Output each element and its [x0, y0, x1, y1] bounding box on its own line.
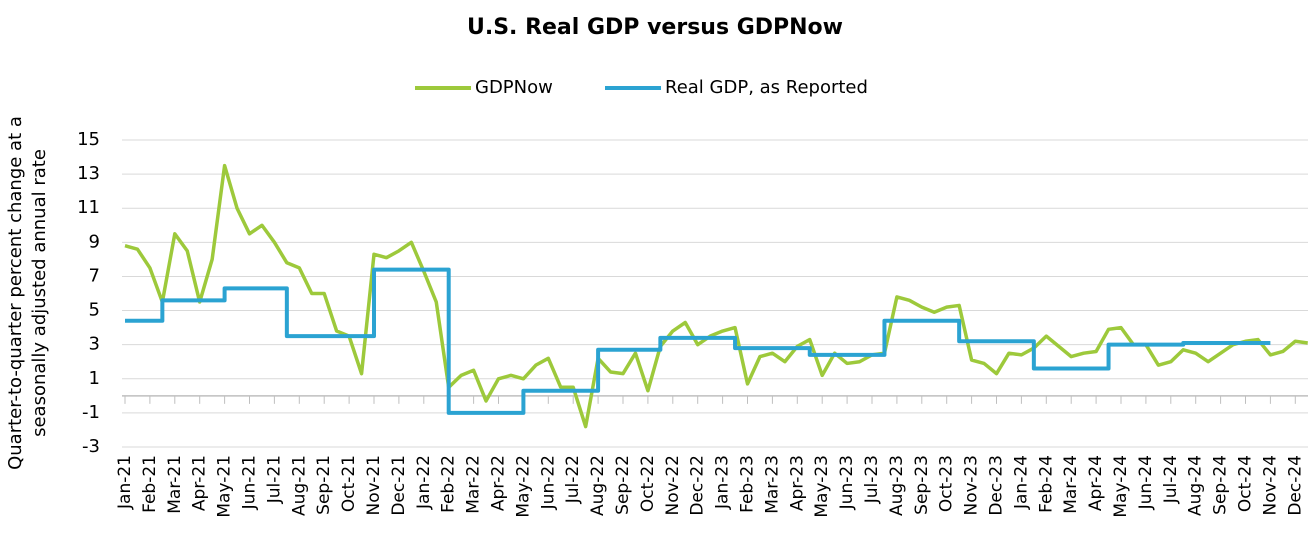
x-tick-label: Nov-23: [962, 455, 982, 516]
x-tick-label: Jan-23: [713, 455, 733, 510]
x-tick-label: Feb-22: [439, 455, 459, 513]
legend-label: GDPNow: [475, 77, 553, 98]
x-tick-label: May-23: [812, 455, 832, 518]
x-tick-label: Feb-21: [140, 455, 160, 513]
x-tick-label: Apr-23: [787, 455, 807, 511]
y-tick-label: 5: [89, 300, 100, 321]
y-tick-label: 1: [89, 368, 100, 389]
x-tick-label: Oct-21: [339, 455, 359, 512]
x-tick-label: Sep-23: [912, 455, 932, 515]
x-tick-label: Aug-24: [1186, 455, 1206, 516]
x-tick-label: Aug-22: [588, 455, 608, 516]
y-tick-label: 11: [77, 197, 100, 218]
x-tick-label: Jul-24: [1161, 455, 1181, 504]
y-tick-label: 9: [89, 231, 100, 252]
x-tick-label: Sep-24: [1211, 455, 1231, 515]
y-tick-label: 3: [89, 334, 100, 355]
legend-label: Real GDP, as Reported: [665, 77, 868, 98]
x-tick-label: May-24: [1111, 455, 1131, 518]
x-tick-label: May-21: [215, 455, 235, 518]
x-tick-label: Mar-21: [165, 455, 185, 514]
x-tick-label: Jan-24: [1011, 455, 1031, 510]
x-tick-label: Jan-21: [115, 455, 135, 510]
x-tick-label: Sep-22: [613, 455, 633, 515]
x-tick-label: Oct-22: [638, 455, 658, 512]
x-tick-label: Aug-23: [887, 455, 907, 516]
y-tick-label: 7: [89, 265, 100, 286]
y-tick-label: 15: [77, 129, 100, 150]
x-tick-label: Nov-22: [663, 455, 683, 516]
x-tick-label: Mar-24: [1061, 455, 1081, 514]
x-tick-label: Dec-23: [987, 455, 1007, 516]
y-tick-label: -1: [82, 402, 100, 423]
x-tick-label: Sep-21: [314, 455, 334, 515]
x-tick-label: May-22: [513, 455, 533, 518]
x-tick-label: Apr-21: [190, 455, 210, 511]
x-tick-label: Oct-23: [937, 455, 957, 512]
series-line: [124, 163, 1308, 429]
x-tick-label: Oct-24: [1236, 455, 1256, 512]
x-tick-label: Apr-24: [1086, 455, 1106, 511]
x-tick-label: Jun-22: [538, 455, 558, 510]
x-tick-label: Jul-22: [563, 455, 583, 504]
x-tick-label: Dec-24: [1285, 455, 1305, 516]
y-tick-label: -3: [82, 436, 100, 457]
x-tick-label: Jun-23: [837, 455, 857, 510]
chart-title: U.S. Real GDP versus GDPNow: [467, 15, 843, 40]
y-tick-label: 13: [77, 163, 100, 184]
y-axis-label: seasonally adjusted annual rate: [29, 149, 50, 437]
x-tick-label: Jun-21: [240, 455, 260, 510]
x-tick-label: Jul-23: [862, 455, 882, 504]
x-tick-label: Nov-24: [1260, 455, 1280, 516]
x-tick-label: Apr-22: [489, 455, 509, 511]
x-tick-label: Jan-22: [414, 455, 434, 510]
x-tick-label: Aug-21: [289, 455, 309, 516]
x-tick-label: Mar-22: [464, 455, 484, 514]
x-tick-label: Feb-23: [738, 455, 758, 513]
x-tick-label: Jul-21: [264, 455, 284, 504]
series-line: [125, 267, 1271, 415]
x-tick-label: Nov-21: [364, 455, 384, 516]
x-tick-label: Dec-21: [389, 455, 409, 516]
x-tick-label: Feb-24: [1036, 455, 1056, 513]
y-axis-label: Quarter-to-quarter percent change at a: [5, 116, 26, 470]
x-tick-label: Dec-22: [688, 455, 708, 516]
x-tick-label: Mar-23: [762, 455, 782, 514]
x-tick-label: Jun-24: [1136, 455, 1156, 510]
